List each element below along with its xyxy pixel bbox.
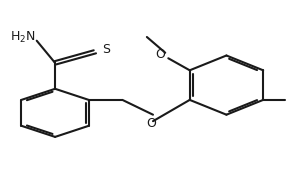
Text: O: O	[156, 48, 166, 61]
Text: O: O	[147, 117, 156, 130]
Text: $\mathregular{H_2N}$: $\mathregular{H_2N}$	[10, 29, 36, 45]
Text: S: S	[103, 43, 110, 56]
